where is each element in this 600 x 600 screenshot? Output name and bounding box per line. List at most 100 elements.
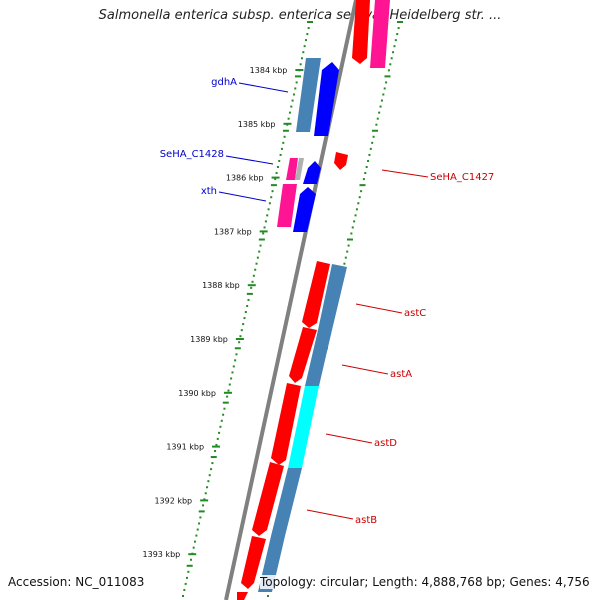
gene-SeHA_C1428-pink[interactable] [286, 158, 298, 180]
tick-dot [359, 184, 366, 187]
tick-dot [357, 202, 360, 205]
tick-dot [380, 99, 383, 102]
tick-dot [299, 63, 302, 66]
tick-dot [254, 268, 257, 271]
tick-dot [226, 395, 229, 398]
tick-dot [220, 419, 223, 422]
tick-dot [294, 75, 301, 78]
tick-dot [390, 57, 393, 60]
tick-dot [227, 389, 230, 392]
gene-label-astD[interactable]: astD [374, 438, 397, 449]
tick-dot [371, 129, 378, 132]
gene-features [237, 0, 390, 600]
tick-dot [196, 528, 199, 531]
tick-dot [234, 347, 241, 350]
tick-dot [350, 232, 353, 235]
tick-dot [365, 166, 368, 169]
tick-dot [203, 498, 206, 501]
gene-gdhA-steel[interactable] [296, 58, 321, 132]
tick-dot [300, 57, 303, 60]
gene-label-xth[interactable]: xth [201, 186, 217, 197]
tick-dot [394, 39, 397, 42]
tick-dot [307, 21, 313, 23]
gene-astE-red[interactable] [241, 536, 266, 589]
tick-label-1388: 1388 kbp [202, 281, 240, 290]
tick-dot [258, 238, 265, 241]
gene-astD-red[interactable] [271, 383, 301, 465]
tick-dot [235, 353, 238, 356]
tick-dot [219, 425, 222, 428]
gene-astA-steel[interactable] [305, 330, 332, 386]
gene-gdhA-blue[interactable] [314, 62, 339, 136]
gene-SeHA_C1428-gray[interactable] [295, 158, 304, 180]
tick-dot [263, 226, 266, 229]
tick-dot [204, 492, 207, 495]
tick-dot [282, 141, 285, 144]
tick-dot [302, 51, 305, 54]
tick-dot [392, 51, 395, 54]
tick-dot [210, 468, 213, 471]
accession-text: Accession: NC_011083 [8, 575, 145, 589]
gene-astD-cyan[interactable] [288, 386, 319, 468]
gene-label-astC[interactable]: astC [404, 308, 426, 319]
tick-dot [242, 323, 245, 326]
tick-label-1390: 1390 kbp [178, 389, 216, 398]
tick-dot [276, 166, 279, 169]
tick-dot [264, 220, 267, 223]
dotted-tick-tracks [182, 21, 403, 597]
gene-label-gdhA[interactable]: gdhA [211, 77, 237, 88]
tick-dot [278, 159, 281, 162]
gene-bottom-red[interactable] [237, 592, 248, 600]
tick-dot [250, 286, 253, 289]
tick-dot [376, 117, 379, 120]
gene-pink-top[interactable] [370, 0, 390, 68]
gene-label-astA[interactable]: astA [390, 369, 412, 380]
leader-line-astA [341, 364, 389, 375]
gene-SeHA_C1428-blue[interactable] [303, 161, 321, 184]
gene-astB-red[interactable] [252, 462, 284, 536]
tick-dot [230, 377, 233, 380]
tick-dot [294, 87, 297, 90]
tick-dot [291, 99, 294, 102]
tick-dot [247, 298, 250, 301]
tick-dot [306, 33, 309, 36]
tick-dot [346, 250, 349, 253]
left-tick-track [182, 21, 313, 597]
leader-line-SeHA_C1428 [225, 155, 274, 165]
tick-dot [240, 329, 243, 332]
leader-line-astC [355, 303, 403, 314]
tick-dot [379, 105, 382, 108]
gene-astB-steel[interactable] [271, 468, 302, 536]
gene-SeHA_C1427-red[interactable] [334, 152, 348, 170]
tick-dot [382, 93, 385, 96]
gene-label-astB[interactable]: astB [355, 515, 377, 526]
gene-label-SeHA_C1427[interactable]: SeHA_C1427 [430, 172, 494, 183]
gene-label-SeHA_C1428[interactable]: SeHA_C1428 [160, 149, 224, 160]
tick-dot [360, 190, 363, 193]
gene-astC-red[interactable] [302, 261, 330, 328]
tick-dot [252, 274, 255, 277]
tick-dot [279, 153, 282, 156]
tick-dot [255, 262, 258, 265]
tick-dot [270, 196, 273, 199]
tick-label-1384: 1384 kbp [250, 66, 288, 75]
gene-astA-red[interactable] [289, 327, 317, 383]
tick-dot [270, 184, 277, 187]
tick-dot [208, 474, 211, 477]
tick-dot [222, 401, 229, 404]
gene-red-top[interactable] [352, 0, 370, 64]
tick-dot [258, 250, 261, 253]
tick-dot [243, 317, 246, 320]
tick-label-1393: 1393 kbp [143, 550, 181, 559]
tick-dot [186, 576, 189, 579]
genome-title: Salmonella enterica subsp. enterica sero… [98, 8, 502, 23]
gene-xth-blue[interactable] [293, 187, 316, 232]
tick-dot [218, 431, 221, 434]
gene-xth-pink[interactable] [277, 184, 297, 227]
gene-astC-steel[interactable] [318, 264, 347, 330]
tick-dot [268, 202, 271, 205]
tick-dot [182, 595, 184, 597]
leader-line-xth [218, 191, 267, 202]
tick-dot [187, 570, 190, 573]
tick-dot [190, 558, 193, 561]
